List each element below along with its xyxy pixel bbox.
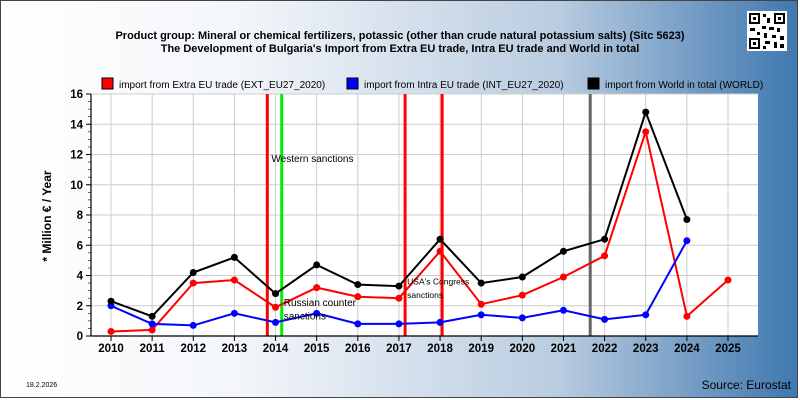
legend-label-intra-eu: import from Intra EU trade (INT_EU27_202… <box>364 80 564 91</box>
data-point-0 <box>313 284 321 292</box>
data-point-0 <box>189 279 197 287</box>
data-point-2 <box>107 297 115 305</box>
y-axis-label: * Million € / Year <box>40 170 54 261</box>
data-point-0 <box>354 293 362 301</box>
legend: import from Extra EU trade (EXT_EU27_202… <box>101 77 763 91</box>
data-point-2 <box>436 235 444 243</box>
annotation-label: sanctions <box>284 311 326 322</box>
data-point-0 <box>601 252 609 260</box>
x-tick-label: 2014 <box>263 343 289 355</box>
data-point-1 <box>395 320 403 328</box>
series-line-0 <box>110 128 729 333</box>
data-point-2 <box>518 273 526 281</box>
legend-label-extra-eu: import from Extra EU trade (EXT_EU27_202… <box>119 80 325 91</box>
data-point-1 <box>518 314 526 322</box>
x-tick-label: 2025 <box>715 343 741 355</box>
data-point-2 <box>683 216 691 224</box>
data-point-1 <box>559 306 567 314</box>
x-tick-label: 2012 <box>180 343 206 355</box>
x-tick-label: 2011 <box>140 343 166 355</box>
x-tick-label: 2020 <box>510 343 536 355</box>
legend-swatch-world <box>587 77 600 90</box>
y-tick-label: 2 <box>77 301 83 313</box>
event-lines <box>265 94 592 336</box>
data-point-0 <box>724 276 732 284</box>
data-point-2 <box>313 261 321 269</box>
date-stamp: 18.2.2026 <box>26 382 57 389</box>
x-tick-label: 2015 <box>304 343 330 355</box>
data-point-1 <box>477 311 485 319</box>
data-point-1 <box>354 320 362 328</box>
x-tick-label: 2017 <box>386 343 412 355</box>
data-point-2 <box>230 253 238 261</box>
data-point-2 <box>189 268 197 276</box>
data-point-0 <box>230 276 238 284</box>
data-point-0 <box>477 300 485 308</box>
x-tick-label: 2021 <box>551 343 577 355</box>
annotation-label: USA's Congress <box>407 277 469 287</box>
data-point-2 <box>272 290 280 298</box>
annotation-label: sanctions <box>407 290 443 300</box>
legend-swatch-intra-eu <box>346 77 359 90</box>
data-point-2 <box>354 281 362 289</box>
y-tick-label: 6 <box>77 240 83 252</box>
y-tick-label: 0 <box>77 331 83 343</box>
data-point-1 <box>642 311 650 319</box>
x-tick-label: 2016 <box>345 343 371 355</box>
data-point-1 <box>313 309 321 317</box>
data-point-1 <box>189 321 197 329</box>
legend-swatch-extra-eu <box>101 77 114 90</box>
data-point-1 <box>601 315 609 323</box>
x-tick-label: 2010 <box>98 343 124 355</box>
chart-title-line1: Product group: Mineral or chemical ferti… <box>115 30 684 42</box>
annotation-label: Russian counter <box>284 298 357 309</box>
x-tick-label: 2018 <box>427 343 453 355</box>
source-label: Source: Eurostat <box>702 378 792 392</box>
x-tick-label: 2022 <box>592 343 618 355</box>
data-point-0 <box>683 312 691 320</box>
x-tick-label: 2024 <box>674 343 700 355</box>
data-point-1 <box>683 237 691 245</box>
data-point-2 <box>477 279 485 287</box>
data-point-0 <box>272 303 280 311</box>
data-point-0 <box>559 273 567 281</box>
data-point-1 <box>272 318 280 326</box>
y-tick-label: 12 <box>70 150 83 162</box>
data-point-2 <box>148 312 156 320</box>
annotations: Western sanctions Russian counter sanction… <box>271 154 469 322</box>
y-tick-label: 8 <box>77 210 84 222</box>
annotation-label: Western sanctions <box>271 154 353 165</box>
grid <box>91 93 758 337</box>
data-point-2 <box>601 235 609 243</box>
x-tick-label: 2023 <box>633 343 659 355</box>
legend-label-world: import from World in total (WORLD) <box>605 80 763 91</box>
data-point-0 <box>518 291 526 299</box>
y-tick-label: 14 <box>70 119 83 131</box>
data-point-0 <box>395 294 403 302</box>
x-tick-label: 2019 <box>468 343 494 355</box>
qr-code-icon <box>747 11 787 51</box>
data-point-2 <box>395 282 403 290</box>
data-point-1 <box>148 320 156 328</box>
y-tick-label: 10 <box>70 180 83 192</box>
chart-title-line2: The Development of Bulgaria's Import fro… <box>161 43 640 55</box>
data-point-1 <box>230 309 238 317</box>
y-tick-label: 4 <box>77 271 84 283</box>
y-tick-label: 16 <box>70 89 83 101</box>
data-point-0 <box>107 327 115 335</box>
data-point-0 <box>436 247 444 255</box>
data-point-0 <box>642 128 650 136</box>
data-point-2 <box>559 247 567 255</box>
data-point-0 <box>148 326 156 334</box>
data-point-1 <box>436 318 444 326</box>
data-point-2 <box>642 108 650 116</box>
series-lines <box>107 108 732 335</box>
x-tick-label: 2013 <box>222 343 248 355</box>
axes: 0 2 4 6 8 10 12 14 16 2010 2011 2012 2013 2014 2015 201… <box>70 89 758 355</box>
